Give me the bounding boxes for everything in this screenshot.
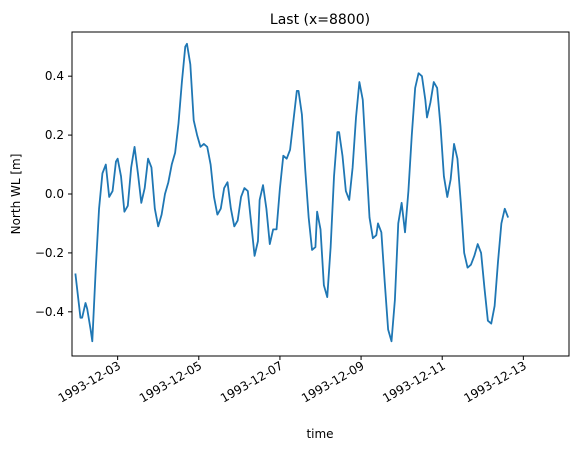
y-tick-label: 0.2 [45, 128, 64, 142]
y-tick-label: 0.0 [45, 187, 64, 201]
chart-title: Last (x=8800) [270, 12, 370, 28]
y-tick-label: −0.2 [35, 246, 64, 260]
plot-series [74, 42, 509, 343]
y-tick-label: −0.4 [35, 305, 64, 319]
x-axis-label: time [306, 427, 333, 441]
y-axis-ticks: −0.4 −0.2 0.0 0.2 0.4 [35, 69, 72, 319]
y-axis-label: North WL [m] [9, 154, 23, 235]
y-tick-label: 0.4 [45, 69, 64, 83]
plot-frame [71, 31, 570, 357]
series-line [74, 42, 509, 343]
